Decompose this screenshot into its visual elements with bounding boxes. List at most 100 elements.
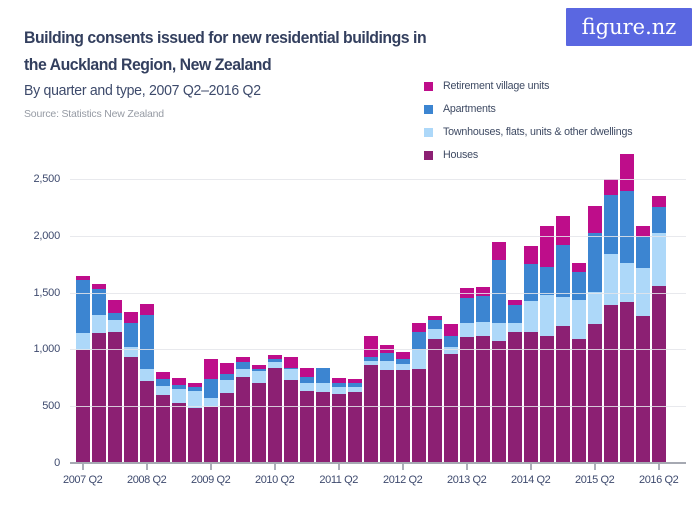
bar-segment[interactable] (491, 259, 506, 324)
bar-segment[interactable] (187, 382, 202, 387)
bar-segment[interactable] (379, 352, 394, 362)
bar-segment[interactable] (475, 336, 490, 464)
bar-segment[interactable] (155, 385, 170, 396)
bar-segment[interactable] (523, 301, 538, 333)
bar-segment[interactable] (267, 359, 282, 362)
bar-segment[interactable] (651, 285, 666, 464)
bar-segment[interactable] (75, 276, 90, 281)
bar-segment[interactable] (459, 323, 474, 338)
bar-segment[interactable] (539, 226, 554, 268)
bar-segment[interactable] (523, 332, 538, 464)
bar-segment[interactable] (603, 195, 618, 254)
bar-segment[interactable] (267, 361, 282, 368)
bar-segment[interactable] (363, 365, 378, 464)
bar-segment[interactable] (299, 376, 314, 384)
bar-segment[interactable] (619, 153, 634, 191)
bar-segment[interactable] (283, 369, 298, 380)
bar-segment[interactable] (555, 245, 570, 298)
bar-segment[interactable] (603, 253, 618, 306)
bar-segment[interactable] (603, 179, 618, 196)
bar-segment[interactable] (379, 344, 394, 353)
bar-segment[interactable] (299, 390, 314, 464)
bar-segment[interactable] (219, 393, 234, 464)
bar-segment[interactable] (587, 323, 602, 464)
bar-segment[interactable] (139, 381, 154, 464)
bar-segment[interactable] (379, 361, 394, 370)
bar-segment[interactable] (283, 368, 298, 370)
bar-segment[interactable] (539, 294, 554, 336)
bar-segment[interactable] (171, 377, 186, 385)
bar-segment[interactable] (331, 377, 346, 384)
bar-segment[interactable] (331, 394, 346, 464)
bar-segment[interactable] (251, 383, 266, 464)
bar-segment[interactable] (331, 387, 346, 395)
bar-segment[interactable] (235, 377, 250, 464)
bar-segment[interactable] (347, 392, 362, 464)
bar-segment[interactable] (475, 296, 490, 323)
bar-segment[interactable] (283, 379, 298, 464)
bar-segment[interactable] (331, 383, 346, 388)
bar-segment[interactable] (619, 301, 634, 464)
bar-segment[interactable] (219, 373, 234, 380)
bar-segment[interactable] (139, 315, 154, 369)
bar-segment[interactable] (507, 299, 522, 306)
bar-segment[interactable] (203, 397, 218, 408)
bar-segment[interactable] (395, 351, 410, 360)
bar-segment[interactable] (139, 368, 154, 382)
bar-segment[interactable] (411, 331, 426, 350)
bar-segment[interactable] (411, 322, 426, 332)
bar-segment[interactable] (75, 332, 90, 350)
bar-segment[interactable] (603, 305, 618, 464)
bar-segment[interactable] (459, 297, 474, 324)
bar-segment[interactable] (443, 323, 458, 336)
bar-segment[interactable] (411, 369, 426, 464)
bar-segment[interactable] (571, 271, 586, 301)
bar-segment[interactable] (219, 362, 234, 374)
bar-segment[interactable] (587, 291, 602, 324)
bar-segment[interactable] (219, 379, 234, 394)
bar-segment[interactable] (555, 326, 570, 464)
bar-segment[interactable] (651, 195, 666, 208)
bar-segment[interactable] (107, 313, 122, 320)
bar-segment[interactable] (315, 367, 330, 383)
bar-segment[interactable] (299, 383, 314, 391)
bar-segment[interactable] (379, 369, 394, 464)
bar-segment[interactable] (491, 323, 506, 342)
bar-segment[interactable] (347, 386, 362, 393)
bar-segment[interactable] (427, 339, 442, 464)
bar-segment[interactable] (123, 311, 138, 324)
bar-segment[interactable] (107, 300, 122, 314)
bar-segment[interactable] (187, 408, 202, 464)
bar-segment[interactable] (171, 403, 186, 464)
bar-segment[interactable] (635, 237, 650, 269)
bar-segment[interactable] (267, 355, 282, 360)
bar-segment[interactable] (267, 367, 282, 464)
bar-segment[interactable] (411, 349, 426, 370)
bar-segment[interactable] (283, 357, 298, 369)
bar-segment[interactable] (443, 335, 458, 347)
bar-segment[interactable] (507, 323, 522, 332)
bar-segment[interactable] (203, 359, 218, 380)
bar-segment[interactable] (347, 382, 362, 387)
bar-segment[interactable] (619, 262, 634, 302)
bar-segment[interactable] (491, 341, 506, 464)
bar-segment[interactable] (363, 360, 378, 366)
bar-segment[interactable] (587, 232, 602, 292)
bar-segment[interactable] (155, 395, 170, 464)
bar-segment[interactable] (91, 332, 106, 464)
bar-segment[interactable] (155, 378, 170, 386)
bar-segment[interactable] (523, 264, 538, 302)
bar-segment[interactable] (107, 331, 122, 464)
bar-segment[interactable] (363, 357, 378, 361)
bar-segment[interactable] (635, 268, 650, 316)
bar-segment[interactable] (427, 320, 442, 329)
bar-segment[interactable] (235, 357, 250, 363)
bar-segment[interactable] (571, 263, 586, 272)
bar-segment[interactable] (299, 368, 314, 377)
bar-segment[interactable] (315, 382, 330, 393)
bar-segment[interactable] (619, 190, 634, 263)
bar-segment[interactable] (571, 339, 586, 464)
bar-segment[interactable] (635, 315, 650, 464)
bar-segment[interactable] (91, 283, 106, 289)
bar-segment[interactable] (651, 207, 666, 234)
